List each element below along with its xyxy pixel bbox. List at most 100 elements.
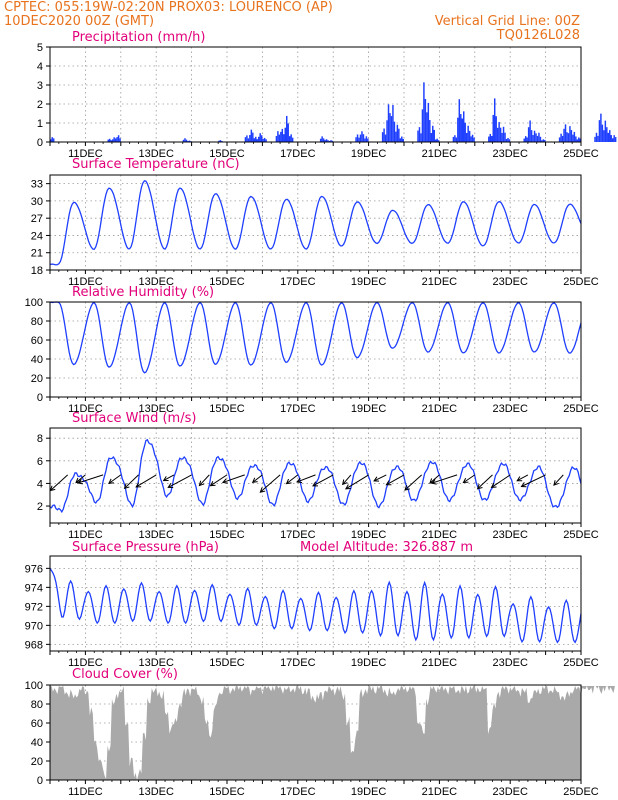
precip-bar bbox=[527, 127, 530, 142]
precip-bar bbox=[461, 118, 463, 142]
y-tick-label: 2 bbox=[37, 501, 43, 513]
precip-bar bbox=[426, 112, 428, 142]
y-tick-label: 80 bbox=[31, 699, 43, 711]
precip-bar bbox=[508, 139, 511, 142]
pres-panel: Surface Pressure (hPa) Model Altitude: 32… bbox=[25, 540, 599, 669]
x-tick-label: 17DEC bbox=[280, 786, 316, 798]
wind-vector bbox=[50, 474, 69, 491]
x-tick-label: 13DEC bbox=[138, 786, 174, 798]
precip-bar bbox=[221, 140, 223, 142]
rh-title: Relative Humidity (%) bbox=[72, 285, 214, 300]
precip-bar bbox=[611, 138, 614, 142]
wind-vector bbox=[386, 474, 405, 486]
y-tick-label: 4 bbox=[37, 61, 43, 73]
precip-bar bbox=[249, 135, 251, 142]
precip-bar bbox=[52, 138, 55, 142]
header-model-id: TQ0126L028 bbox=[496, 28, 580, 43]
precip-bar bbox=[283, 134, 285, 142]
precip-bar bbox=[277, 131, 279, 142]
wind-vector-head bbox=[135, 482, 142, 488]
x-tick-label: 17DEC bbox=[280, 657, 316, 669]
x-tick-label: 15DEC bbox=[209, 529, 245, 541]
x-tick-label: 25DEC bbox=[563, 276, 599, 288]
wind-vector-head bbox=[259, 487, 266, 493]
wind-vector bbox=[553, 474, 564, 486]
wind-vector bbox=[124, 474, 139, 489]
precip-bar bbox=[606, 127, 608, 142]
x-tick-label: 17DEC bbox=[280, 276, 316, 288]
wind-vector-head bbox=[198, 480, 205, 487]
wind-vector bbox=[252, 474, 263, 483]
x-tick-label: 13DEC bbox=[138, 657, 174, 669]
precip-bar bbox=[578, 137, 580, 142]
precip-bar bbox=[558, 137, 561, 142]
wind-vector-head bbox=[167, 482, 174, 488]
precip-bar bbox=[252, 132, 254, 142]
y-tick-label: 4 bbox=[37, 478, 43, 490]
x-tick-label: 19DEC bbox=[351, 529, 387, 541]
rh-frame bbox=[49, 301, 582, 398]
y-tick-label: 0 bbox=[37, 775, 43, 787]
y-tick-label: 6 bbox=[37, 456, 43, 468]
header-date: 10DEC2020 00Z (GMT) bbox=[4, 14, 155, 29]
precip-bar bbox=[467, 125, 469, 142]
x-tick-label: 15DEC bbox=[209, 276, 245, 288]
precip-bar bbox=[259, 133, 261, 142]
wind-vector-head bbox=[221, 478, 228, 484]
wind-vector-head bbox=[520, 482, 527, 488]
precip-bar bbox=[417, 130, 419, 142]
precip-bar bbox=[262, 138, 264, 142]
y-tick-label: 21 bbox=[31, 248, 43, 260]
precip-bar bbox=[381, 132, 384, 142]
x-tick-label: 21DEC bbox=[422, 403, 458, 415]
cloud-panel: Cloud Cover (%) 11DEC 13DEC 15DEC 17DEC 19DEC… bbox=[25, 667, 615, 798]
precip-bar bbox=[572, 134, 574, 142]
precip-bar bbox=[471, 134, 474, 142]
precip-bar bbox=[365, 136, 368, 142]
x-tick-label: 25DEC bbox=[563, 403, 599, 415]
wind-vector bbox=[108, 474, 122, 484]
precip-bar bbox=[432, 125, 434, 142]
precip-bar bbox=[563, 128, 565, 142]
precip-bar bbox=[398, 128, 400, 142]
precip-bar bbox=[434, 139, 437, 142]
precip-bar bbox=[561, 135, 564, 142]
x-tick-label: 25DEC bbox=[563, 529, 599, 541]
precip-bar bbox=[436, 138, 438, 142]
wind-vector-head bbox=[123, 483, 130, 490]
pres-model-altitude: Model Altitude: 326.887 m bbox=[300, 540, 473, 555]
precip-bar bbox=[492, 114, 494, 142]
precip-bar bbox=[457, 117, 459, 142]
precip-bar bbox=[286, 115, 288, 142]
wind-panel: Surface Wind (m/s) 11DEC 13DEC 15DEC 17DEC 19… bbox=[37, 411, 599, 541]
wind-vector-head bbox=[404, 485, 410, 491]
x-tick-label: 15DEC bbox=[209, 786, 245, 798]
precip-bar bbox=[51, 137, 53, 142]
temp-line bbox=[49, 180, 582, 266]
wind-vector bbox=[210, 474, 228, 487]
wind-frame bbox=[49, 427, 582, 524]
precip-bar bbox=[184, 138, 186, 142]
precip-title: Precipitation (mm/h) bbox=[72, 30, 205, 45]
header-grid-note: Vertical Grid Line: 00Z bbox=[434, 14, 580, 29]
wind-vector bbox=[167, 474, 192, 488]
temp-panel: Surface Temperature (nC) 11DEC 13DEC 15DEC 1… bbox=[31, 157, 599, 288]
wind-vector bbox=[521, 474, 546, 487]
precip-bar bbox=[460, 114, 462, 142]
wind-vector bbox=[199, 474, 210, 486]
precip-bar bbox=[362, 134, 365, 142]
wind-vector-head bbox=[285, 478, 292, 485]
rh-grid bbox=[50, 302, 581, 397]
precip-bar bbox=[496, 127, 499, 142]
y-tick-label: 30 bbox=[31, 196, 43, 208]
wind-vector-head bbox=[341, 479, 348, 486]
x-tick-label: 23DEC bbox=[492, 786, 528, 798]
x-tick-label: 19DEC bbox=[351, 403, 387, 415]
x-tick-label: 15DEC bbox=[209, 148, 245, 160]
wind-vector bbox=[135, 474, 157, 488]
precip-bar bbox=[263, 137, 266, 142]
precip-bar bbox=[384, 134, 387, 142]
precip-bar bbox=[257, 136, 260, 142]
precip-bar bbox=[502, 126, 505, 142]
precip-bar bbox=[330, 140, 332, 142]
